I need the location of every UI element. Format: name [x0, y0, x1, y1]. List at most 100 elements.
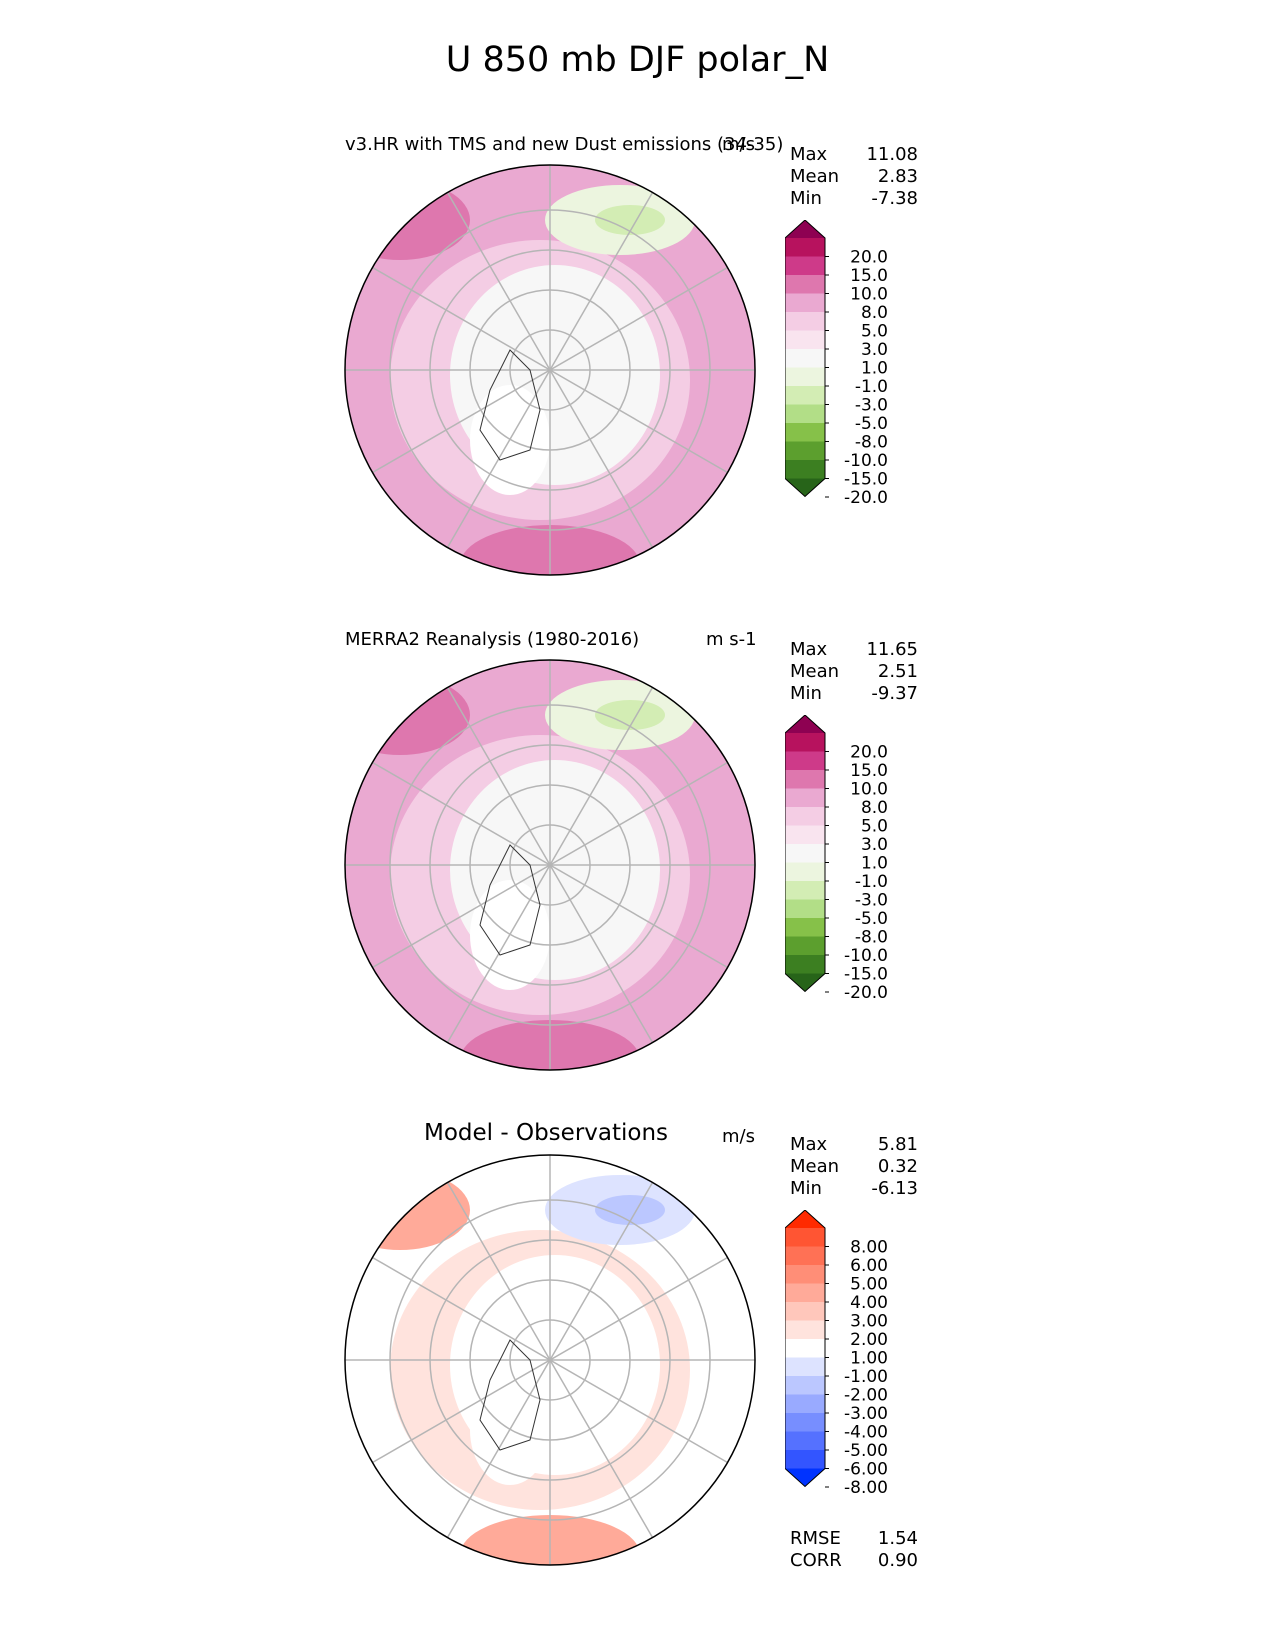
colorbar-tick-label: 10.0	[850, 285, 888, 305]
colorbar-tick-label: 3.0	[861, 835, 888, 855]
colorbar-tick-label: 5.0	[861, 322, 888, 342]
colorbar-segment	[785, 844, 825, 863]
colorbar-tick-label: -10.0	[844, 451, 888, 471]
meridian-line	[372, 1256, 728, 1464]
colorbar-tick-label: -5.0	[855, 414, 888, 434]
colorbar-extend-top	[785, 220, 825, 238]
colorbar: 20.015.010.08.05.03.01.0-1.0-3.0-5.0-8.0…	[785, 715, 888, 1003]
panel-title: MERRA2 Reanalysis (1980-2016)	[345, 629, 640, 650]
colorbar-tick-label: -4.00	[844, 1423, 888, 1443]
colorbar-segment	[785, 423, 825, 442]
colorbar-segment	[785, 862, 825, 882]
colorbar-segment	[785, 751, 825, 771]
stats-box: Max 11.65 Mean 2.51 Min -9.37	[790, 639, 918, 705]
coastline	[479, 349, 541, 461]
colorbar-extend-bottom	[785, 973, 825, 992]
colorbar-tick-label: -15.0	[844, 965, 888, 985]
colorbar: 20.015.010.08.05.03.01.0-1.0-3.0-5.0-8.0…	[785, 220, 888, 508]
colorbar-tick-label: -20.0	[844, 983, 888, 1003]
colorbar-segment	[785, 256, 825, 276]
coastline	[479, 1339, 541, 1451]
stat-min: Min -7.38	[790, 188, 918, 209]
stats-box: Max 11.08 Mean 2.83 Min -7.38	[790, 144, 918, 210]
colorbar-tick-label: -3.00	[844, 1404, 888, 1424]
colorbar-segment	[785, 386, 825, 405]
colorbar-tick-label: 3.0	[861, 340, 888, 360]
colorbar-segment	[785, 1339, 825, 1358]
colorbar-tick-label: -1.0	[855, 872, 888, 892]
colorbar-segment	[785, 899, 825, 919]
polar-map	[344, 164, 756, 576]
colorbar-segment	[785, 1283, 825, 1303]
colorbar-tick-label: 2.00	[850, 1330, 888, 1350]
colorbar-tick-label: -8.0	[855, 928, 888, 948]
colorbar-segment	[785, 330, 825, 350]
colorbar-tick-label: 5.0	[861, 817, 888, 837]
colorbar-segment	[785, 460, 825, 479]
panel-title: v3.HR with TMS and new Dust emissions (3…	[345, 134, 784, 155]
colorbar-segment	[785, 936, 825, 956]
colorbar-segment	[785, 1228, 825, 1247]
colorbar-tick-label: 1.0	[861, 854, 888, 874]
colorbar-segment	[785, 918, 825, 937]
colorbar-tick-label: 10.0	[850, 780, 888, 800]
colorbar-tick-label: -2.00	[844, 1386, 888, 1406]
colorbar-tick-label: 6.00	[850, 1256, 888, 1276]
colorbar-tick-label: -15.0	[844, 470, 888, 490]
colorbar-segment	[785, 238, 825, 257]
colorbar-segment	[785, 441, 825, 461]
polar-map	[344, 659, 756, 1071]
metric-corr: CORR 0.90	[790, 1550, 918, 1571]
colorbar-extend-top	[785, 715, 825, 733]
stat-max: Max 11.65	[790, 639, 918, 660]
field-neg-core	[595, 1195, 665, 1225]
colorbar-tick-label: 15.0	[850, 266, 888, 286]
field-neg-core	[595, 700, 665, 730]
panel-obs: MERRA2 Reanalysis (1980-2016) m s-1 Max 1…	[0, 625, 1275, 1105]
colorbar-tick-label: 20.0	[850, 743, 888, 763]
colorbar-tick-label: 4.00	[850, 1293, 888, 1313]
colorbar-tick-label: 20.0	[850, 248, 888, 268]
stat-min: Min -9.37	[790, 683, 918, 704]
colorbar-segment	[785, 1265, 825, 1284]
figure-title: U 850 mb DJF polar_N	[445, 40, 830, 80]
meridian-line	[372, 761, 728, 969]
colorbar-segment	[785, 1431, 825, 1451]
colorbar-tick-label: -1.00	[844, 1367, 888, 1387]
panel-units: m s-1	[706, 629, 757, 650]
stats-box: Max 5.81 Mean 0.32 Min -6.13	[790, 1134, 918, 1200]
stat-mean: Mean 2.51	[790, 661, 918, 682]
panel-diff: Model - Observations m/s Max 5.81 Mean 0.3…	[0, 1120, 1275, 1600]
map-boundary	[344, 164, 756, 576]
colorbar-segment	[785, 1394, 825, 1414]
colorbar-segment	[785, 275, 825, 294]
colorbar-extend-bottom	[785, 1468, 825, 1487]
panel-units: m/s	[722, 134, 755, 155]
colorbar-tick-label: -8.0	[855, 433, 888, 453]
colorbar-segment	[785, 293, 825, 313]
colorbar-segment	[785, 788, 825, 808]
colorbar-tick-label: 8.0	[861, 303, 888, 323]
panel-title: Model - Observations	[424, 1120, 669, 1146]
colorbar-segment	[785, 1376, 825, 1395]
stat-mean: Mean 0.32	[790, 1156, 918, 1177]
colorbar-tick-label: 8.00	[850, 1238, 888, 1258]
colorbar-segment	[785, 367, 825, 387]
colorbar-tick-label: 1.0	[861, 359, 888, 379]
colorbar-extend-bottom	[785, 478, 825, 497]
colorbar: 8.006.005.004.003.002.001.00-1.00-2.00-3…	[785, 1210, 888, 1498]
colorbar-tick-label: -3.0	[855, 891, 888, 911]
stat-mean: Mean 2.83	[790, 166, 918, 187]
metric-rmse: RMSE 1.54	[790, 1528, 918, 1549]
stat-max: Max 11.08	[790, 144, 918, 165]
field-neg-core	[595, 205, 665, 235]
colorbar-segment	[785, 1246, 825, 1266]
colorbar-segment	[785, 404, 825, 424]
colorbar-segment	[785, 733, 825, 752]
colorbar-segment	[785, 881, 825, 900]
metrics-box: RMSE 1.54 CORR 0.90	[790, 1528, 918, 1572]
colorbar-tick-label: 3.00	[850, 1312, 888, 1332]
colorbar-tick-label: -5.0	[855, 909, 888, 929]
colorbar-tick-label: 15.0	[850, 761, 888, 781]
polar-map	[344, 1154, 756, 1566]
